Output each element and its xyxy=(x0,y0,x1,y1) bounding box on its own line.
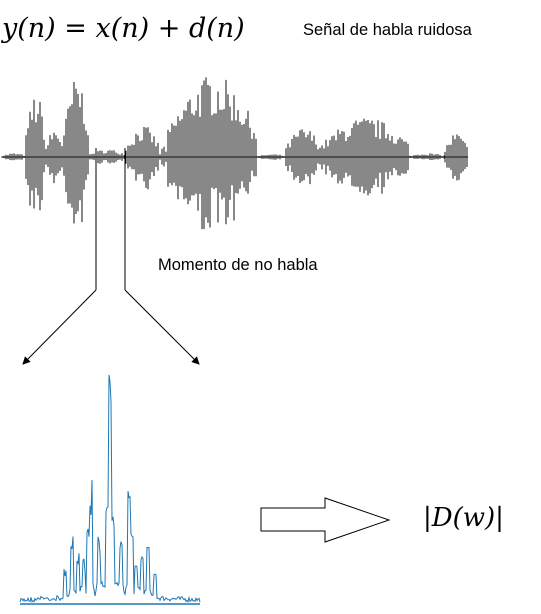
waveform-trace xyxy=(1,77,468,230)
signal-label: Señal de habla ruidosa xyxy=(303,21,472,39)
spectrum-trace xyxy=(19,374,201,603)
speech-waveform xyxy=(1,77,468,230)
block-arrow-right xyxy=(260,497,391,543)
selection-bracket-lines xyxy=(95,148,126,290)
silence-label: Momento de no habla xyxy=(158,256,318,274)
signal-equation: y(n) = x(n) + d(n) xyxy=(2,13,245,44)
split-arrows xyxy=(22,289,200,365)
noise-spectrum xyxy=(19,374,201,605)
noise-magnitude-label: |D(w)| xyxy=(423,503,504,533)
